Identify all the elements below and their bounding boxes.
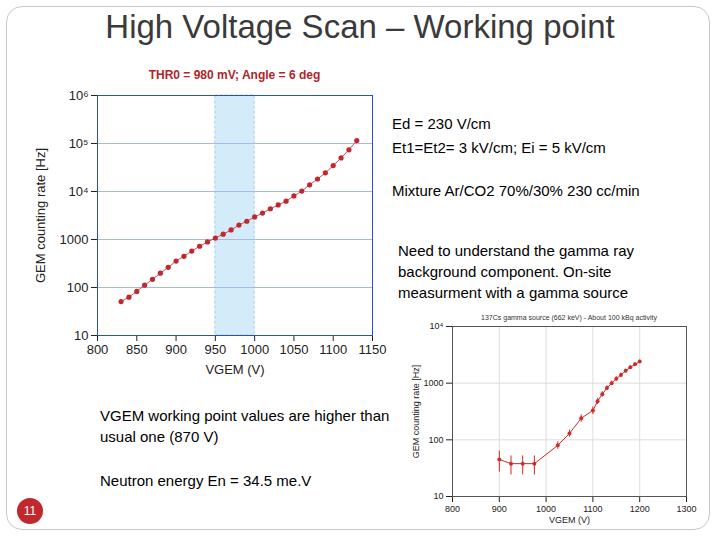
svg-text:950: 950 xyxy=(205,342,227,357)
svg-text:900: 900 xyxy=(165,342,187,357)
svg-text:1200: 1200 xyxy=(630,504,650,514)
svg-text:10⁵: 10⁵ xyxy=(69,136,89,151)
svg-text:800: 800 xyxy=(87,342,109,357)
svg-text:10: 10 xyxy=(433,491,443,501)
svg-text:1100: 1100 xyxy=(583,504,602,514)
svg-text:1300: 1300 xyxy=(676,504,696,514)
svg-text:10: 10 xyxy=(74,328,88,343)
html-text:Need to understand the gamma r: Need to understand the gamma ray backgro… xyxy=(398,242,634,301)
svg-text:1050: 1050 xyxy=(279,342,308,357)
svg-text:GEM counting rate [Hz]: GEM counting rate [Hz] xyxy=(411,365,421,459)
html-text:Ed = 230 V/cm: Ed = 230 V/cm xyxy=(392,115,491,132)
svg-text:1000: 1000 xyxy=(240,342,269,357)
html-text:137Cs gamma source (662 keV) -: 137Cs gamma source (662 keV) - About 100… xyxy=(481,314,657,321)
html-text:THR0 = 980 mV; Angle = 6 deg: THR0 = 980 mV; Angle = 6 deg xyxy=(148,68,321,82)
svg-text:GEM counting rate [Hz]: GEM counting rate [Hz] xyxy=(33,148,48,283)
svg-text:100: 100 xyxy=(67,280,89,295)
svg-text:10⁴: 10⁴ xyxy=(68,184,88,199)
svg-text:1000: 1000 xyxy=(536,504,556,514)
html-text:High Voltage Scan – Working po: High Voltage Scan – Working point xyxy=(105,8,615,45)
svg-text:1000: 1000 xyxy=(423,378,443,388)
svg-text:VGEM (V): VGEM (V) xyxy=(549,515,590,525)
svg-text:10⁴: 10⁴ xyxy=(430,321,444,331)
svg-text:1100: 1100 xyxy=(319,342,347,357)
svg-text:800: 800 xyxy=(445,504,460,514)
html-text:VGEM working point values are: VGEM working point values are higher tha… xyxy=(100,407,390,445)
html-text:Mixture Ar/CO2 70%/30% 230 cc/: Mixture Ar/CO2 70%/30% 230 cc/min xyxy=(392,182,640,199)
svg-text:1000: 1000 xyxy=(60,232,89,247)
svg-text:10⁶: 10⁶ xyxy=(69,88,89,103)
html-text:11: 11 xyxy=(23,504,37,518)
svg-text:100: 100 xyxy=(428,435,443,445)
svg-text:1150: 1150 xyxy=(359,342,387,357)
svg-text:900: 900 xyxy=(492,504,507,514)
svg-text:VGEM (V): VGEM (V) xyxy=(205,362,264,377)
svg-text:850: 850 xyxy=(126,342,148,357)
html-text:Et1=Et2= 3 kV/cm; Ei = 5 kV/cm: Et1=Et2= 3 kV/cm; Ei = 5 kV/cm xyxy=(392,139,606,156)
html-text:Neutron energy En = 34.5 me.V: Neutron energy En = 34.5 me.V xyxy=(100,472,312,489)
